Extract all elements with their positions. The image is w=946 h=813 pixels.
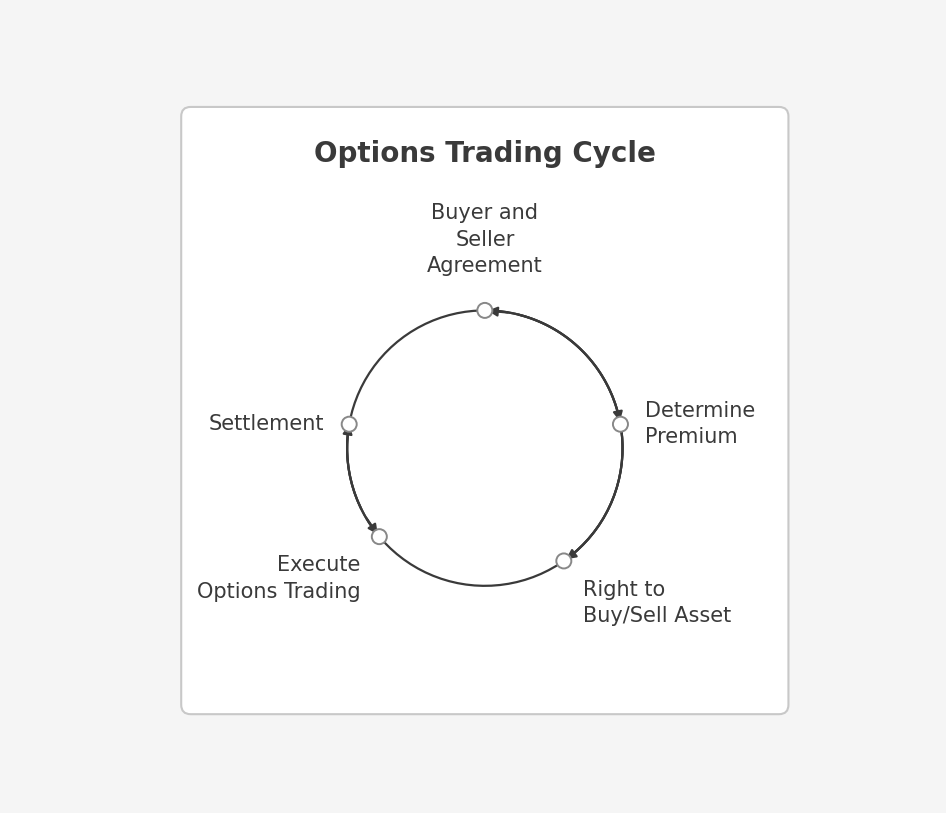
Text: Right to
Buy/Sell Asset: Right to Buy/Sell Asset — [583, 580, 731, 626]
Text: Determine
Premium: Determine Premium — [645, 401, 756, 447]
Circle shape — [342, 417, 357, 432]
FancyBboxPatch shape — [182, 107, 788, 714]
Circle shape — [372, 529, 387, 544]
Circle shape — [478, 303, 492, 318]
Text: Settlement: Settlement — [209, 414, 324, 434]
Circle shape — [556, 554, 571, 568]
Text: Execute
Options Trading: Execute Options Trading — [197, 555, 360, 602]
Text: Buyer and
Seller
Agreement: Buyer and Seller Agreement — [427, 203, 543, 276]
Text: Options Trading Cycle: Options Trading Cycle — [314, 140, 656, 168]
Circle shape — [613, 417, 628, 432]
